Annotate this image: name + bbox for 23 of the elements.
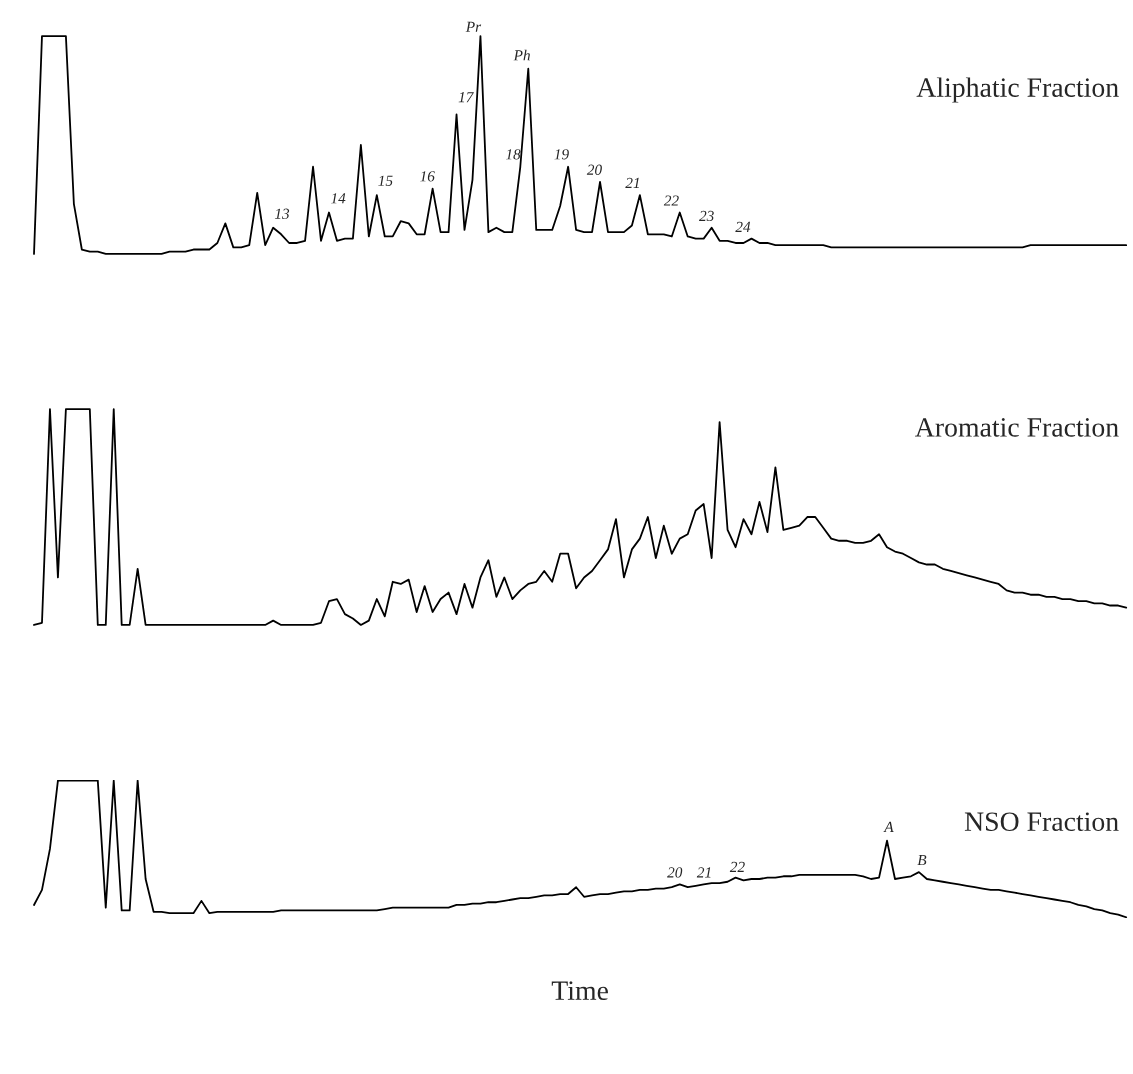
annotation: 17 [458, 92, 474, 103]
annotation: 18 [505, 149, 521, 160]
text: Aliphatic Fraction [916, 77, 1119, 103]
annotation: A [883, 821, 894, 832]
annotation: 20 [586, 164, 602, 175]
annotation: 16 [420, 171, 435, 182]
annotation: 22 [729, 861, 745, 872]
annotation: 21 [696, 867, 711, 878]
annotation: 21 [625, 177, 639, 188]
annotation: 19 [554, 149, 569, 160]
text: NSO Fraction [964, 812, 1119, 832]
annotation: 22 [663, 195, 679, 206]
annotation: 23 [699, 210, 714, 222]
annotation: 13 [274, 208, 290, 219]
x-axis-title: Time [551, 981, 608, 1000]
annotation: 24 [735, 221, 751, 232]
text: Pr [465, 21, 482, 32]
annotation: 15 [378, 175, 393, 186]
annotation: 20 [667, 867, 683, 878]
annotation: Ph [513, 49, 530, 61]
annotation: 14 [331, 193, 346, 204]
chart-title: Aromatic Fraction [915, 418, 1119, 437]
annotation: B [917, 855, 927, 866]
